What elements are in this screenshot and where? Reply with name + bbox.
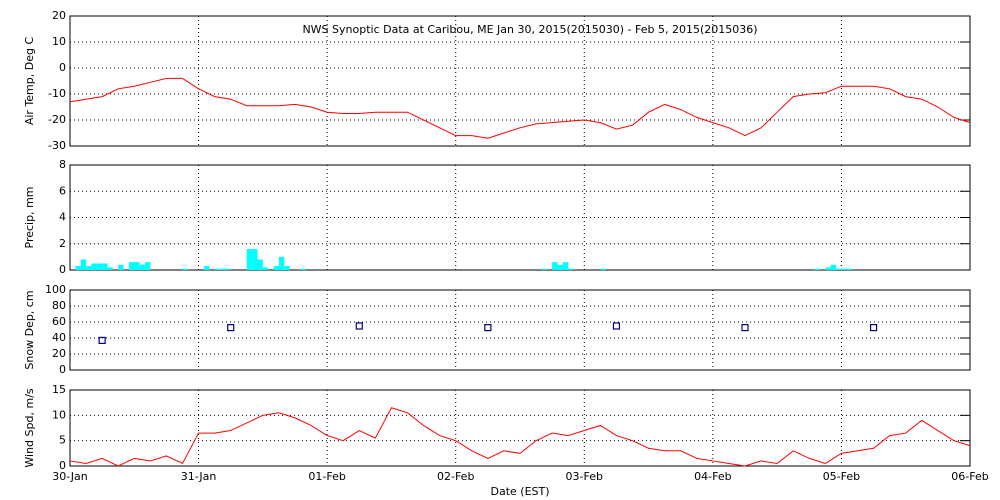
point bbox=[741, 324, 749, 332]
bar bbox=[257, 259, 263, 270]
y-tick-label: 15 bbox=[52, 383, 66, 396]
bar bbox=[182, 268, 188, 270]
x-tick-label: 04-Feb bbox=[694, 470, 731, 483]
bar bbox=[107, 267, 113, 270]
y-tick-label: 6 bbox=[59, 184, 66, 197]
y-tick-label: 2 bbox=[59, 237, 66, 250]
x-tick-label: 05-Feb bbox=[823, 470, 860, 483]
y-tick-label: 8 bbox=[59, 158, 66, 171]
x-tick-label: 30-Jan bbox=[52, 470, 88, 483]
x-tick-label: 31-Jan bbox=[181, 470, 217, 483]
y-axis-label: Wind Spd, m/s bbox=[23, 388, 36, 468]
bar bbox=[825, 267, 831, 270]
bar bbox=[145, 262, 151, 270]
y-tick-label: 0 bbox=[59, 61, 66, 74]
x-tick-label: 06-Feb bbox=[951, 470, 988, 483]
bar bbox=[203, 266, 210, 270]
bar bbox=[102, 263, 108, 270]
y-axis-label: Air Temp, Deg C bbox=[23, 37, 36, 126]
bar bbox=[220, 268, 226, 270]
y-tick-label: 10 bbox=[52, 35, 66, 48]
bar bbox=[830, 264, 837, 270]
plot-frame bbox=[69, 289, 971, 371]
y-tick-label: 5 bbox=[59, 434, 66, 447]
x-tick-label: 01-Feb bbox=[308, 470, 345, 483]
bar bbox=[600, 268, 606, 270]
point bbox=[612, 322, 621, 330]
bar bbox=[80, 259, 87, 270]
y-tick-label: 60 bbox=[52, 315, 66, 328]
y-tick-label: 0 bbox=[59, 363, 66, 376]
y-tick-label: -30 bbox=[48, 139, 66, 152]
bar bbox=[841, 268, 847, 270]
plot-frame bbox=[69, 164, 971, 271]
bar bbox=[846, 268, 853, 270]
bar bbox=[128, 262, 135, 270]
x-tick-label: 03-Feb bbox=[566, 470, 603, 483]
bar bbox=[118, 264, 124, 270]
bar bbox=[96, 263, 103, 270]
y-tick-label: 20 bbox=[52, 9, 66, 22]
data-line bbox=[69, 77, 971, 139]
point bbox=[484, 324, 492, 332]
plot-frame bbox=[69, 389, 971, 467]
y-tick-label: 100 bbox=[45, 283, 66, 296]
bar bbox=[568, 268, 574, 270]
bar bbox=[246, 249, 253, 270]
bar bbox=[273, 266, 279, 270]
bar bbox=[814, 268, 820, 270]
chart-title: NWS Synoptic Data at Caribou, ME Jan 30,… bbox=[302, 23, 757, 36]
y-tick-label: -10 bbox=[48, 87, 66, 100]
bar bbox=[836, 268, 842, 270]
plot-frame bbox=[69, 15, 971, 147]
y-tick-label: 0 bbox=[59, 459, 66, 472]
bar bbox=[300, 268, 306, 270]
bar bbox=[86, 266, 92, 270]
point bbox=[869, 324, 878, 332]
bar bbox=[134, 262, 140, 270]
point bbox=[227, 324, 235, 332]
y-tick-label: 0 bbox=[59, 263, 66, 276]
y-axis-label: Precip, mm bbox=[23, 187, 36, 249]
y-tick-label: 20 bbox=[52, 347, 66, 360]
bar bbox=[252, 249, 258, 270]
point bbox=[355, 322, 363, 330]
bar bbox=[552, 262, 558, 270]
bar bbox=[214, 268, 220, 270]
y-tick-label: 10 bbox=[52, 408, 66, 421]
bar bbox=[557, 264, 563, 270]
y-tick-label: 80 bbox=[52, 299, 66, 312]
bar bbox=[262, 267, 269, 270]
data-line bbox=[69, 407, 971, 467]
point bbox=[98, 336, 106, 344]
y-tick-label: -20 bbox=[48, 113, 66, 126]
y-axis-label: Snow Dep, cm bbox=[23, 290, 36, 369]
y-tick-label: 4 bbox=[59, 211, 66, 224]
x-axis-label: Date (EST) bbox=[490, 485, 549, 498]
bar bbox=[139, 264, 145, 270]
bar bbox=[91, 263, 97, 270]
x-tick-label: 02-Feb bbox=[437, 470, 474, 483]
bar bbox=[541, 268, 547, 270]
bar bbox=[284, 266, 290, 270]
y-tick-label: 40 bbox=[52, 331, 66, 344]
bar bbox=[562, 262, 569, 270]
bar bbox=[225, 268, 231, 270]
bar bbox=[278, 256, 285, 270]
bar bbox=[75, 266, 81, 270]
